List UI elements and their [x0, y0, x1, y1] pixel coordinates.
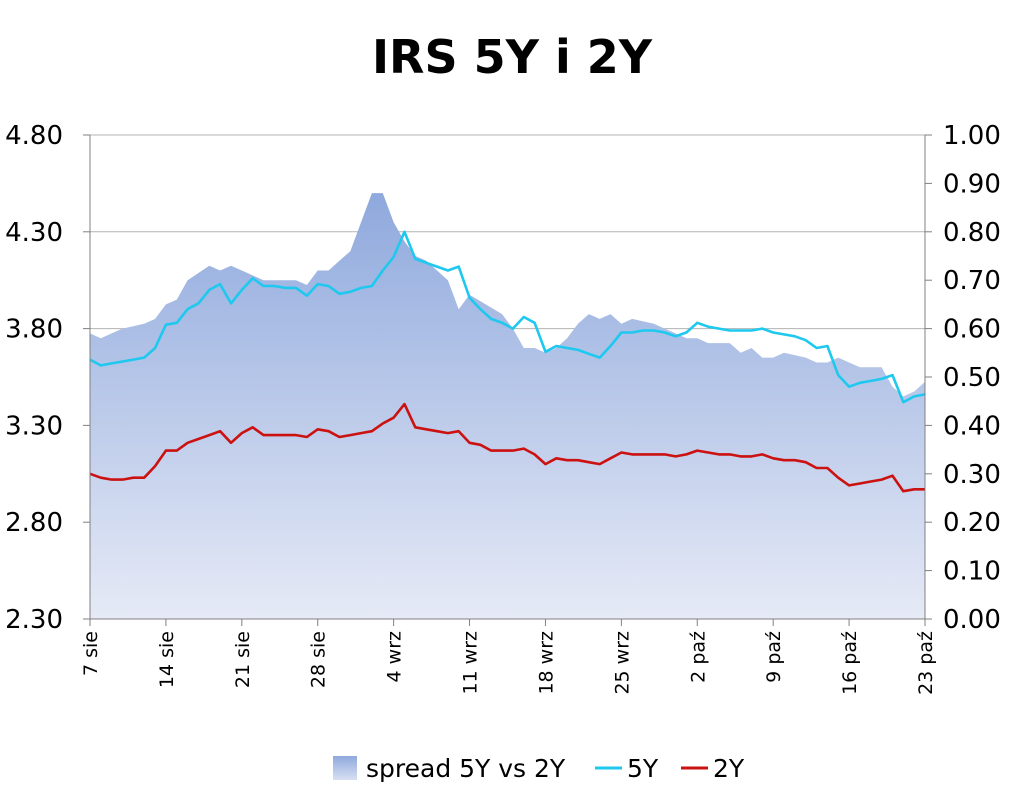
series-line-2y: [89, 402, 925, 493]
x-tick-label: 7 sie: [80, 631, 102, 676]
y-right-tick-label: 0.30: [943, 460, 1001, 490]
y-left-tick-label: 3.80: [5, 315, 63, 345]
x-tick-label: 16 paź: [839, 631, 861, 695]
x-tick-label: 9 paź: [763, 631, 785, 683]
y-right-tick-label: 0.20: [943, 508, 1001, 538]
y-right-tick-label: 0.40: [943, 411, 1001, 441]
legend-label-5y: 5Y: [627, 754, 659, 783]
y-left-tick-label: 2.80: [5, 508, 63, 538]
x-tick-label: 2 paź: [687, 631, 709, 683]
x-tick-label: 14 sie: [156, 631, 178, 688]
axes: [89, 135, 926, 626]
y-right-tick-label: 0.60: [943, 315, 1001, 345]
series-line-5y: [89, 230, 926, 404]
legend-label-2y: 2Y: [713, 754, 745, 783]
x-tick-labels: 7 sie 14 sie 21 sie 28 sie 4 wrz 11 wrz 18 wrz…: [80, 631, 937, 695]
y-right-tick-label: 0.90: [943, 169, 1001, 199]
x-tick-label: 23 paź: [915, 631, 937, 695]
x-tick-label: 25 wrz: [611, 631, 633, 695]
y-right-tick-label: 0.10: [943, 557, 1001, 587]
y-right-tick-label: 0.70: [943, 266, 1001, 296]
x-tick-label: 18 wrz: [535, 631, 557, 695]
legend-label-spread: spread 5Y vs 2Y: [366, 754, 566, 783]
y-right-tick-label: 0.80: [943, 218, 1001, 248]
spread-area: [90, 193, 925, 619]
y-right-tick-label: 1.00: [943, 121, 1001, 151]
y-left-tick-label: 3.30: [5, 411, 63, 441]
series-lines-layer: [89, 230, 926, 493]
legend: spread 5Y vs 2Y 5Y 2Y: [333, 754, 745, 783]
x-tick-label: 11 wrz: [460, 631, 482, 695]
y-left-tick-labels: 2.30 2.80 3.30 3.80 4.30 4.80: [5, 121, 63, 635]
y-left-tick-label: 4.80: [5, 121, 63, 151]
y-right-tick-label: 0.50: [943, 363, 1001, 393]
y-left-tick-label: 4.30: [5, 218, 63, 248]
x-tick-label: 4 wrz: [384, 631, 406, 682]
legend-swatch-spread: [333, 756, 357, 780]
x-tick-label: 21 sie: [232, 631, 254, 688]
spread-area-layer: [90, 193, 925, 619]
y-right-tick-labels: 0.00 0.10 0.20 0.30 0.40 0.50 0.60 0.70 0.80 0.90…: [943, 121, 1001, 635]
x-tick-label: 28 sie: [308, 631, 330, 688]
chart-title: IRS 5Y i 2Y: [371, 30, 653, 84]
y-right-tick-label: 0.00: [943, 605, 1001, 635]
y-left-tick-label: 2.30: [5, 605, 63, 635]
